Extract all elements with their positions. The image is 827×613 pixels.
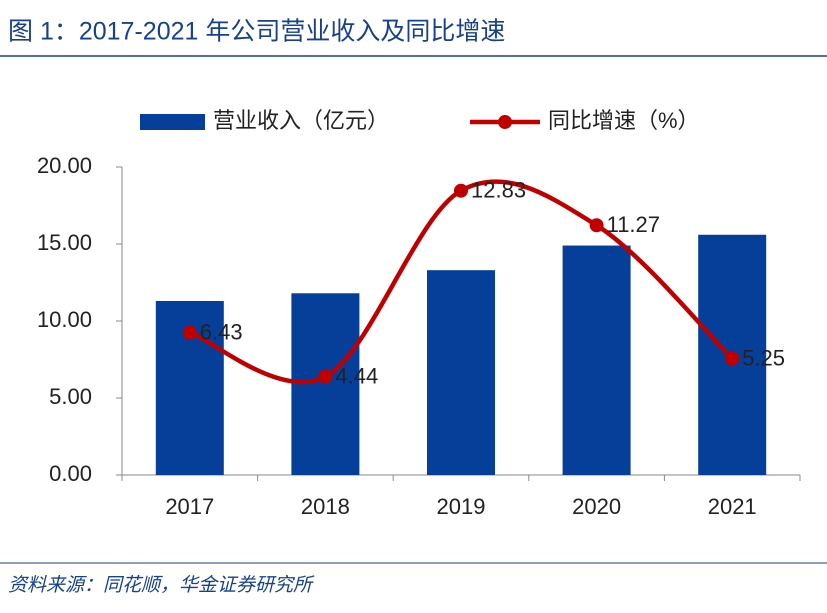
- x-tick-label: 2017: [165, 494, 214, 519]
- legend-swatch: [140, 114, 205, 130]
- x-tick-label: 2018: [301, 494, 350, 519]
- legend-label: 营业收入（亿元）: [213, 108, 389, 133]
- y-tick-label: 10.00: [37, 307, 92, 332]
- data-label: 4.44: [335, 363, 378, 388]
- x-tick-label: 2021: [708, 494, 757, 519]
- chart-title: 图 1：2017-2021 年公司营业收入及同比增速: [8, 18, 505, 46]
- line-marker: [318, 369, 333, 384]
- data-label: 5.25: [742, 345, 785, 370]
- bar: [427, 270, 495, 475]
- x-tick-label: 2019: [437, 494, 486, 519]
- y-tick-label: 15.00: [37, 230, 92, 255]
- bar: [562, 245, 631, 475]
- y-tick-label: 0.00: [49, 461, 92, 486]
- y-tick-label: 20.00: [37, 153, 92, 178]
- data-label: 6.43: [200, 319, 243, 344]
- line-marker: [725, 351, 740, 366]
- line-marker: [589, 218, 604, 233]
- data-label: 11.27: [607, 212, 660, 237]
- legend-swatch-marker: [498, 115, 512, 129]
- x-tick-label: 2020: [572, 494, 621, 519]
- line-marker: [454, 183, 468, 198]
- y-tick-label: 5.00: [49, 384, 92, 409]
- legend-label: 同比增速（%）: [548, 108, 700, 133]
- data-label: 12.83: [471, 178, 526, 203]
- line-marker: [182, 325, 197, 340]
- source-note: 资料来源：同花顺，华金证券研究所: [8, 574, 315, 596]
